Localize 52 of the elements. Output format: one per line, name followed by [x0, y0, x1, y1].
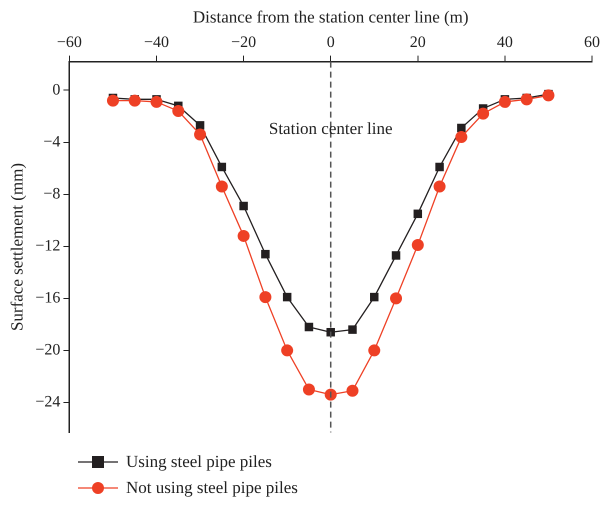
point	[435, 162, 444, 172]
point	[370, 292, 379, 302]
point	[194, 128, 206, 140]
point	[172, 105, 184, 118]
x-tick-label: 40	[496, 34, 513, 52]
point	[348, 325, 357, 334]
point	[477, 108, 490, 120]
x-tick-label: −60	[56, 34, 82, 52]
point	[324, 388, 337, 401]
point	[128, 94, 141, 107]
legend-label: Not using steel pipe piles	[126, 478, 298, 498]
point	[239, 202, 248, 210]
y-tick-label: −24	[35, 394, 60, 411]
point	[218, 162, 226, 172]
point	[259, 291, 272, 304]
point	[281, 344, 294, 356]
point	[346, 384, 358, 397]
y-tick-label: −8	[43, 186, 60, 203]
y-tick-label: −4	[43, 133, 60, 150]
point	[498, 96, 511, 108]
point	[150, 96, 163, 108]
y-tick-label: −12	[35, 238, 60, 255]
x-tick-label: 0	[326, 34, 335, 52]
x-axis-title: Distance from the station center line (m)	[192, 8, 469, 27]
point	[412, 239, 424, 252]
point	[196, 121, 204, 130]
point	[368, 344, 380, 356]
point	[304, 322, 314, 332]
point	[520, 93, 533, 106]
point	[542, 89, 554, 102]
point	[392, 251, 400, 260]
point	[434, 180, 446, 192]
point	[282, 292, 292, 302]
x-tick-label: −20	[231, 34, 256, 52]
y-tick-label: −20	[35, 342, 60, 359]
point	[216, 180, 228, 192]
y-tick-label: 0	[52, 81, 60, 98]
point	[414, 210, 422, 218]
point	[302, 383, 315, 396]
point	[106, 94, 119, 107]
point	[261, 250, 270, 258]
ref-line-label: Station center line	[268, 119, 393, 138]
x-tick-label: 60	[584, 34, 600, 52]
y-tick-label: −16	[35, 290, 60, 307]
y-axis-title: Surface settlement (mm)	[8, 162, 27, 332]
x-tick-label: 20	[410, 34, 426, 52]
x-tick-label: −40	[144, 34, 170, 52]
point	[238, 230, 250, 242]
point	[390, 292, 402, 304]
point	[457, 124, 466, 132]
legend-label: Using steel pipe piles	[126, 452, 272, 472]
point	[455, 131, 468, 144]
